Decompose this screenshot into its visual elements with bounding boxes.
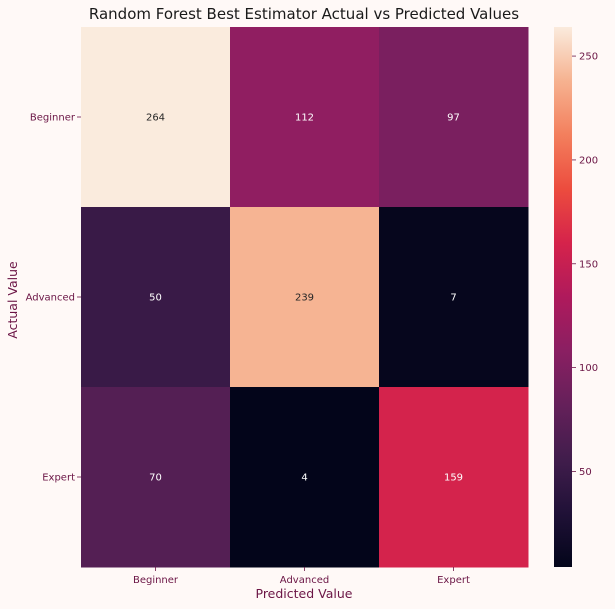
- heatmap-cell: [81, 387, 231, 568]
- heatmap-cell: [81, 27, 231, 208]
- chart-title: Random Forest Best Estimator Actual vs P…: [89, 5, 519, 23]
- heatmap-cell: [230, 387, 380, 568]
- heatmap-cell: [379, 207, 529, 388]
- heatmap-cell: [379, 27, 529, 208]
- cell-value-label: 50: [149, 293, 162, 304]
- colorbar-tick-label: 250: [579, 52, 598, 63]
- x-tick-label: Expert: [437, 575, 470, 586]
- cell-value-label: 4: [301, 473, 307, 484]
- x-axis-label: Predicted Value: [256, 586, 353, 601]
- cell-value-label: 264: [146, 113, 165, 124]
- heatmap-cell: [230, 207, 380, 388]
- y-tick-label: Advanced: [26, 293, 75, 304]
- colorbar-tick-label: 50: [579, 467, 592, 478]
- cell-value-label: 70: [149, 473, 162, 484]
- y-tick-label: Expert: [42, 473, 75, 484]
- y-tick-label: Beginner: [30, 113, 76, 124]
- cell-value-label: 97: [447, 113, 460, 124]
- cell-value-label: 159: [444, 473, 463, 484]
- heatmap-cell: [230, 27, 380, 208]
- colorbar-tick-label: 200: [579, 155, 598, 166]
- x-tick-label: Advanced: [280, 575, 329, 586]
- cell-value-label: 239: [295, 293, 314, 304]
- cell-value-label: 7: [450, 293, 456, 304]
- heatmap-cells: 264 112 97 50 239 7 70 4 159: [81, 27, 529, 568]
- colorbar-tick-label: 150: [579, 259, 598, 270]
- x-tick-label: Beginner: [133, 575, 179, 586]
- cell-value-label: 112: [295, 113, 314, 124]
- x-axis-ticks: Beginner Advanced Expert: [133, 567, 470, 586]
- heatmap-cell: [379, 387, 529, 568]
- colorbar: [554, 27, 572, 567]
- colorbar-ticks: 50 100 150 200 250: [572, 52, 598, 478]
- y-axis-ticks: Beginner Advanced Expert: [26, 113, 81, 484]
- y-axis-label: Actual Value: [5, 261, 20, 339]
- heatmap-cell: [81, 207, 231, 388]
- colorbar-tick-label: 100: [579, 363, 598, 374]
